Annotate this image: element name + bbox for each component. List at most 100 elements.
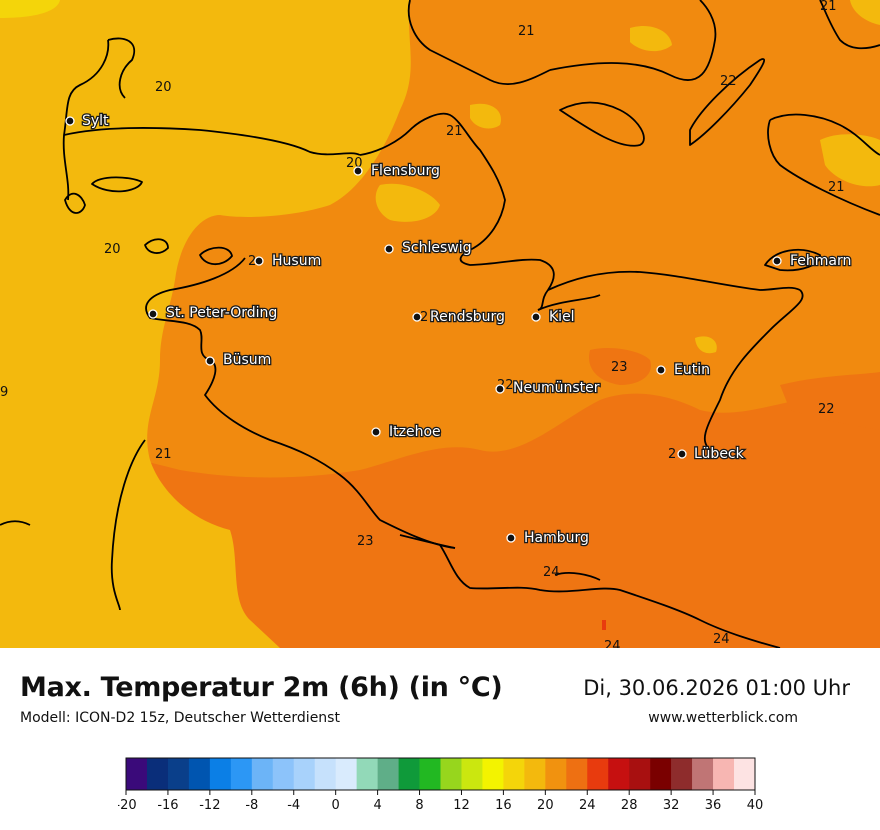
city-label: Kiel [549, 309, 575, 325]
legend-swatch [188, 758, 211, 790]
website-link[interactable]: www.wetterblick.com [648, 710, 798, 726]
contour-label: 21 [820, 0, 837, 14]
map-field-hot-dot [602, 620, 606, 630]
legend-swatch [272, 758, 295, 790]
city-rendsburg[interactable]: Rendsburg [412, 308, 506, 326]
legend-swatch [671, 758, 693, 790]
legend-swatch [335, 758, 357, 790]
contour-label: 23 [357, 534, 374, 549]
border-hamburg-east [554, 572, 601, 581]
legend-swatch [692, 758, 714, 790]
city-dot [205, 356, 215, 366]
city-label: Fehmarn [790, 253, 851, 269]
city-itzehoe[interactable]: Itzehoe [371, 423, 442, 441]
coastlines [0, 0, 880, 648]
city-buesum[interactable]: Büsum [205, 351, 273, 369]
city-markers: Sylt Flensburg Schleswig Husum Fehmarn S… [65, 112, 853, 547]
city-label: Büsum [223, 352, 271, 368]
city-dot [353, 166, 363, 176]
legend-swatch [377, 758, 399, 790]
city-sylt[interactable]: Sylt [65, 112, 110, 130]
city-label: Itzehoe [389, 424, 441, 440]
contour-label: 23 [611, 360, 628, 375]
island-amrum [91, 176, 143, 193]
city-dot [371, 427, 381, 437]
city-dot [254, 256, 264, 266]
island-pellworm [144, 238, 169, 254]
contour-label: 21 [155, 447, 172, 462]
coastline-danish-island [689, 58, 765, 146]
contour-label: 22 [720, 74, 737, 89]
legend-swatch [419, 758, 441, 790]
contour-label: 21 [828, 180, 845, 195]
legend-tick-label: 12 [453, 798, 470, 813]
city-label: Lübeck [694, 446, 745, 462]
map-field-warm-center [589, 348, 651, 385]
city-husum[interactable]: Husum [254, 252, 323, 270]
island-nordstrand [199, 246, 233, 266]
legend-swatch [167, 758, 190, 790]
map-field-cool-patch2 [820, 134, 880, 187]
legend-swatch [650, 758, 672, 790]
city-fehmarn[interactable]: Fehmarn [772, 252, 853, 270]
legend-swatch [314, 758, 336, 790]
contour-labels: 21 21 20 22 21 20 21 20 2 9 22 2 23 22 2… [0, 0, 845, 648]
city-dot [677, 449, 687, 459]
color-legend: -20 -16 -12 -8 -4 0 4 8 12 16 20 24 28 32 36 40 [118, 757, 763, 813]
map-field-cool-patch4 [470, 103, 501, 129]
coastline-flensburg-fjord [359, 112, 555, 311]
contour-label: 24 [543, 565, 560, 580]
legend-tick-label: 8 [415, 798, 423, 813]
legend-swatch [524, 758, 546, 790]
legend-swatch [734, 758, 756, 790]
city-dot [656, 365, 666, 375]
legend-swatch [587, 758, 609, 790]
legend-swatch [209, 758, 232, 790]
legend-tick-label: 24 [579, 798, 596, 813]
city-dot [772, 256, 782, 266]
map-field-cool-north [375, 183, 440, 222]
contour-label: 21 [446, 124, 463, 139]
city-neumuenster[interactable]: Neumünster [495, 379, 601, 397]
city-label: Neumünster [513, 380, 600, 396]
contour-label: 9 [0, 385, 8, 400]
legend-swatch [482, 758, 504, 790]
coastline-lolland [767, 113, 880, 216]
legend-swatch [608, 758, 630, 790]
city-luebeck[interactable]: Lübeck [677, 445, 746, 463]
city-dot [384, 244, 394, 254]
city-dot [506, 533, 516, 543]
legend-tick-label: 0 [332, 798, 340, 813]
city-label: Hamburg [524, 530, 589, 546]
coastline-west [145, 257, 456, 549]
city-hamburg[interactable]: Hamburg [506, 529, 590, 547]
legend-border [125, 757, 756, 791]
contour-label: 20 [155, 80, 172, 95]
border-hamburg [439, 544, 781, 648]
city-st-peter-ording[interactable]: St. Peter-Ording [148, 304, 279, 322]
legend-swatch [251, 758, 274, 790]
legend-swatch [440, 758, 462, 790]
legend-swatch [230, 758, 253, 790]
city-label: Husum [272, 253, 321, 269]
city-label: Rendsburg [430, 309, 505, 325]
city-label: St. Peter-Ording [166, 305, 277, 321]
legend-swatch [545, 758, 567, 790]
legend-tick-label: 16 [495, 798, 512, 813]
city-kiel[interactable]: Kiel [531, 308, 576, 326]
legend-swatch [293, 758, 315, 790]
forecast-datetime: Di, 30.06.2026 01:00 Uhr [583, 676, 850, 700]
contour-label: 21 [518, 24, 535, 39]
city-schleswig[interactable]: Schleswig [384, 239, 473, 257]
city-eutin[interactable]: Eutin [656, 361, 711, 379]
legend-tick-label: -16 [157, 798, 178, 813]
coastline-sweden-north [407, 0, 717, 85]
map-field-cool-patch1 [630, 25, 672, 52]
coastline-lubeck-bay [703, 289, 804, 451]
legend-tick-label: 32 [663, 798, 680, 813]
city-dot [65, 116, 75, 126]
city-flensburg[interactable]: Flensburg [353, 162, 441, 180]
legend-swatch [356, 758, 378, 790]
island-fehmarn [764, 248, 821, 272]
contour-label: 24 [713, 632, 730, 647]
